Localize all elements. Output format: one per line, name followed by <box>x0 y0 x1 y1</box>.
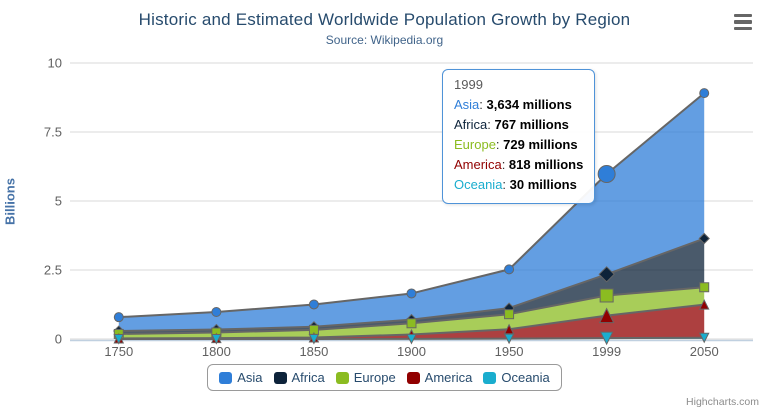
y-axis-label: 10 <box>48 56 62 71</box>
marker-square-europe-1999[interactable] <box>599 288 614 303</box>
area-america[interactable] <box>118 304 705 339</box>
tooltip-series-name: Asia <box>454 97 480 112</box>
tooltip-value: 3,634 millions <box>486 97 572 112</box>
tooltip-header: 1999 <box>454 77 483 92</box>
area-asia[interactable] <box>118 93 705 332</box>
marker-square-europe-2050[interactable] <box>699 282 710 293</box>
marker-circle-asia-2050[interactable] <box>699 88 710 99</box>
marker-triangle-america-1999[interactable] <box>598 307 615 324</box>
marker-square-europe-1900[interactable] <box>406 318 417 329</box>
tooltip: 1999 Asia: 3,634 millions Africa: 767 mil… <box>442 69 596 204</box>
marker-triangle-down-oceania-1900[interactable] <box>406 333 417 345</box>
x-axis-label: 2050 <box>690 344 719 359</box>
legend-label: Oceania <box>501 370 550 385</box>
x-axis-label: 1750 <box>104 344 133 359</box>
tooltip-row-asia: Asia: 3,634 millions <box>454 95 583 115</box>
y-axis-label: 2.5 <box>44 263 62 278</box>
marker-square-europe-1950[interactable] <box>504 309 515 320</box>
tooltip-row-oceania: Oceania: 30 millions <box>454 175 583 195</box>
legend-swatch-icon <box>273 371 287 384</box>
tooltip-series-name: Oceania <box>454 177 503 192</box>
legend: Asia Africa Europe America Oceania <box>0 364 769 391</box>
marker-triangle-down-oceania-1950[interactable] <box>503 333 515 345</box>
marker-diamond-africa-1999[interactable] <box>598 266 615 283</box>
tooltip-row-america: America: 818 millions <box>454 155 583 175</box>
legend-label: Africa <box>291 370 325 385</box>
y-axis-label: 0 <box>55 332 62 347</box>
hamburger-icon <box>734 20 752 24</box>
tooltip-separator: : <box>501 157 509 172</box>
export-menu-button[interactable] <box>734 14 754 30</box>
tooltip-series-name: Europe <box>454 137 496 152</box>
legend-item-asia[interactable]: Asia <box>219 370 263 385</box>
tooltip-separator: : <box>495 137 504 152</box>
tooltip-value: 729 millions <box>503 137 578 152</box>
legend-swatch-icon <box>335 371 349 384</box>
legend-item-oceania[interactable]: Oceania <box>483 370 550 385</box>
legend-item-africa[interactable]: Africa <box>273 370 325 385</box>
marker-triangle-down-oceania-1750[interactable] <box>113 333 125 345</box>
legend-items: Asia Africa Europe America Oceania <box>207 364 562 391</box>
tooltip-series-name: America <box>454 157 502 172</box>
legend-swatch-icon <box>406 371 420 384</box>
legend-swatch-icon <box>483 371 497 384</box>
marker-diamond-africa-2050[interactable] <box>698 232 710 245</box>
marker-triangle-down-oceania-1999[interactable] <box>599 331 614 346</box>
tooltip-separator: : <box>479 97 487 112</box>
x-axis-label: 1850 <box>299 344 328 359</box>
legend-label: Asia <box>237 370 263 385</box>
credits-link[interactable]: Highcharts.com <box>686 396 759 408</box>
marker-circle-asia-1999[interactable] <box>597 165 616 184</box>
x-axis-label: 1900 <box>397 344 426 359</box>
chart-title: Historic and Estimated Worldwide Populat… <box>138 10 631 29</box>
tooltip-separator: : <box>487 117 495 132</box>
y-axis-label: 7.5 <box>44 125 62 140</box>
x-axis-label: 1800 <box>202 344 231 359</box>
marker-triangle-down-oceania-1800[interactable] <box>211 333 222 345</box>
y-axis-title: Billions <box>2 178 18 225</box>
marker-circle-asia-1950[interactable] <box>504 264 515 275</box>
hamburger-icon <box>734 26 752 30</box>
tooltip-rows: Asia: 3,634 millions Africa: 767 millions… <box>454 95 583 195</box>
marker-triangle-down-oceania-2050[interactable] <box>698 332 710 344</box>
y-axis-label: 5 <box>55 194 62 209</box>
marker-triangle-america-2050[interactable] <box>698 298 710 310</box>
tooltip-value: 767 millions <box>494 117 569 132</box>
marker-circle-asia-1900[interactable] <box>406 288 417 299</box>
marker-triangle-down-oceania-1850[interactable] <box>308 333 320 345</box>
x-axis-label: 1999 <box>592 344 621 359</box>
tooltip-series-name: Africa <box>454 117 488 132</box>
legend-swatch-icon <box>219 371 233 384</box>
chart-subtitle: Source: Wikipedia.org <box>325 33 444 47</box>
legend-label: Europe <box>353 370 396 385</box>
tooltip-value: 818 millions <box>508 157 584 172</box>
tooltip-row-europe: Europe: 729 millions <box>454 135 583 155</box>
hamburger-icon <box>734 14 752 18</box>
tooltip-value: 30 millions <box>509 177 577 192</box>
legend-label: America <box>424 370 473 385</box>
marker-circle-asia-1750[interactable] <box>113 312 124 323</box>
area-africa[interactable] <box>118 238 705 334</box>
marker-circle-asia-1800[interactable] <box>211 307 222 318</box>
marker-circle-asia-1850[interactable] <box>308 299 319 310</box>
legend-item-europe[interactable]: Europe <box>335 370 396 385</box>
tooltip-row-africa: Africa: 767 millions <box>454 115 583 135</box>
tooltip-separator: : <box>502 177 510 192</box>
x-axis-label: 1950 <box>495 344 524 359</box>
legend-item-america[interactable]: America <box>406 370 473 385</box>
